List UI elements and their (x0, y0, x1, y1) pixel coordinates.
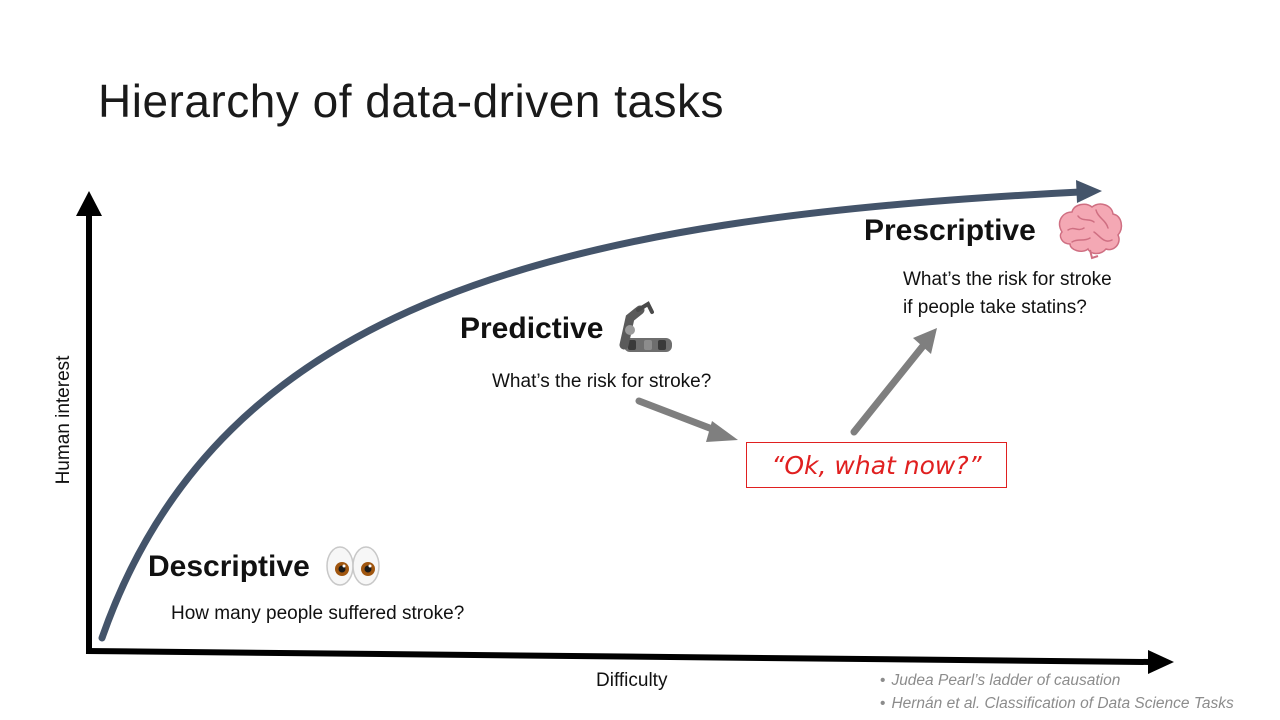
x-axis-label: Difficulty (596, 670, 668, 691)
question-predictive: What’s the risk for stroke? (492, 371, 712, 392)
mechanical-arm-icon (619, 301, 672, 352)
callout-text: “Ok, what now?” (771, 450, 982, 480)
eyes-icon (326, 546, 380, 586)
reference-item: • Hernán et al. Classification of Data Sc… (880, 692, 1234, 715)
question-prescriptive-line1: What’s the risk for stroke (903, 269, 1112, 290)
question-prescriptive-line2: if people take statins? (903, 297, 1087, 318)
callout-box: “Ok, what now?” (746, 442, 1007, 488)
reference-item: • Judea Pearl’s ladder of causation (880, 669, 1234, 692)
tier-label-predictive: Predictive (460, 312, 604, 345)
y-axis-label-text: Human interest (53, 355, 74, 485)
y-axis-arrowhead (76, 191, 102, 216)
flow-arrow-to-callout-head (706, 421, 738, 442)
flow-arrow-to-callout (635, 397, 724, 436)
bullet-icon: • (880, 695, 886, 712)
flow-arrow-to-prescriptive (850, 342, 927, 436)
question-prescriptive: What’s the risk for stroke if people tak… (903, 266, 1112, 322)
page-title: Hierarchy of data-driven tasks (98, 75, 725, 127)
question-descriptive: How many people suffered stroke? (171, 603, 465, 624)
x-axis-arrowhead (1148, 650, 1174, 674)
flow-arrow-to-prescriptive-head (913, 328, 937, 354)
brain-icon (1058, 203, 1123, 260)
tier-label-prescriptive: Prescriptive (864, 214, 1036, 247)
interest-curve (98, 188, 1084, 642)
reference-text: Judea Pearl’s ladder of causation (891, 672, 1121, 689)
interest-curve-arrowhead (1076, 180, 1102, 203)
bullet-icon: • (880, 672, 886, 689)
reference-text: Hernán et al. Classification of Data Sci… (891, 695, 1234, 712)
x-axis (85, 648, 1151, 665)
tier-label-descriptive: Descriptive (148, 550, 310, 583)
references-list: • Judea Pearl’s ladder of causation • Hern… (880, 669, 1234, 715)
